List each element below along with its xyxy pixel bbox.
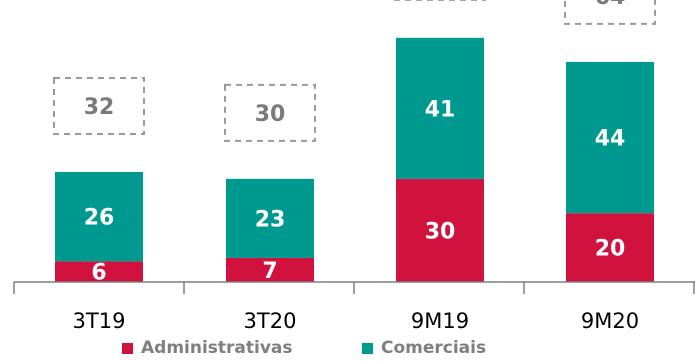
x-tick-label-9m20: 9M20 [581,309,639,333]
total-box-3t19 [53,76,145,135]
legend-swatch-comerciais [362,342,373,354]
value-label-comerciais-3t19: 26 [84,206,115,231]
bar-administrativas-3t20 [226,257,314,282]
value-label-comerciais-9m20: 44 [595,127,626,152]
value-label-comerciais-9m19: 41 [425,97,456,122]
bar-comerciais-3t20 [226,178,314,258]
total-label-3t20: 30 [255,102,286,127]
value-label-administrativas-9m20: 20 [595,237,626,262]
legend-label-administrativas: Administrativas [141,338,293,358]
bar-administrativas-9m19 [396,178,484,282]
value-label-comerciais-3t20: 23 [255,207,286,232]
chart-marks: 6263272330304172204464 [53,0,656,286]
total-box-9m20 [564,0,656,25]
total-label-9m20: 64 [595,0,626,10]
bar-administrativas-9m20 [566,213,654,282]
total-label-3t19: 32 [84,95,115,120]
legend-swatch-administrativas [122,342,133,354]
legend: Administrativas Comerciais [0,338,695,360]
bar-comerciais-9m20 [566,61,654,214]
x-tick-label-9m19: 9M19 [411,309,469,333]
value-label-administrativas-3t19: 6 [91,261,106,286]
legend-label-comerciais: Comerciais [381,338,487,358]
x-tick-label-3t19: 3T19 [73,309,126,333]
legend-item-administrativas: Administrativas [122,338,293,358]
bar-comerciais-3t19 [55,171,143,262]
value-label-administrativas-3t20: 7 [262,259,277,284]
x-axis: 3T19 3T20 9M19 9M20 [13,281,695,333]
legend-item-comerciais: Comerciais [362,338,486,358]
bar-comerciais-9m19 [396,37,484,179]
value-label-administrativas-9m19: 30 [425,219,456,244]
bar-administrativas-3t19 [55,261,143,282]
total-box-3t20 [224,83,316,142]
x-tick-label-3t20: 3T20 [244,309,297,333]
